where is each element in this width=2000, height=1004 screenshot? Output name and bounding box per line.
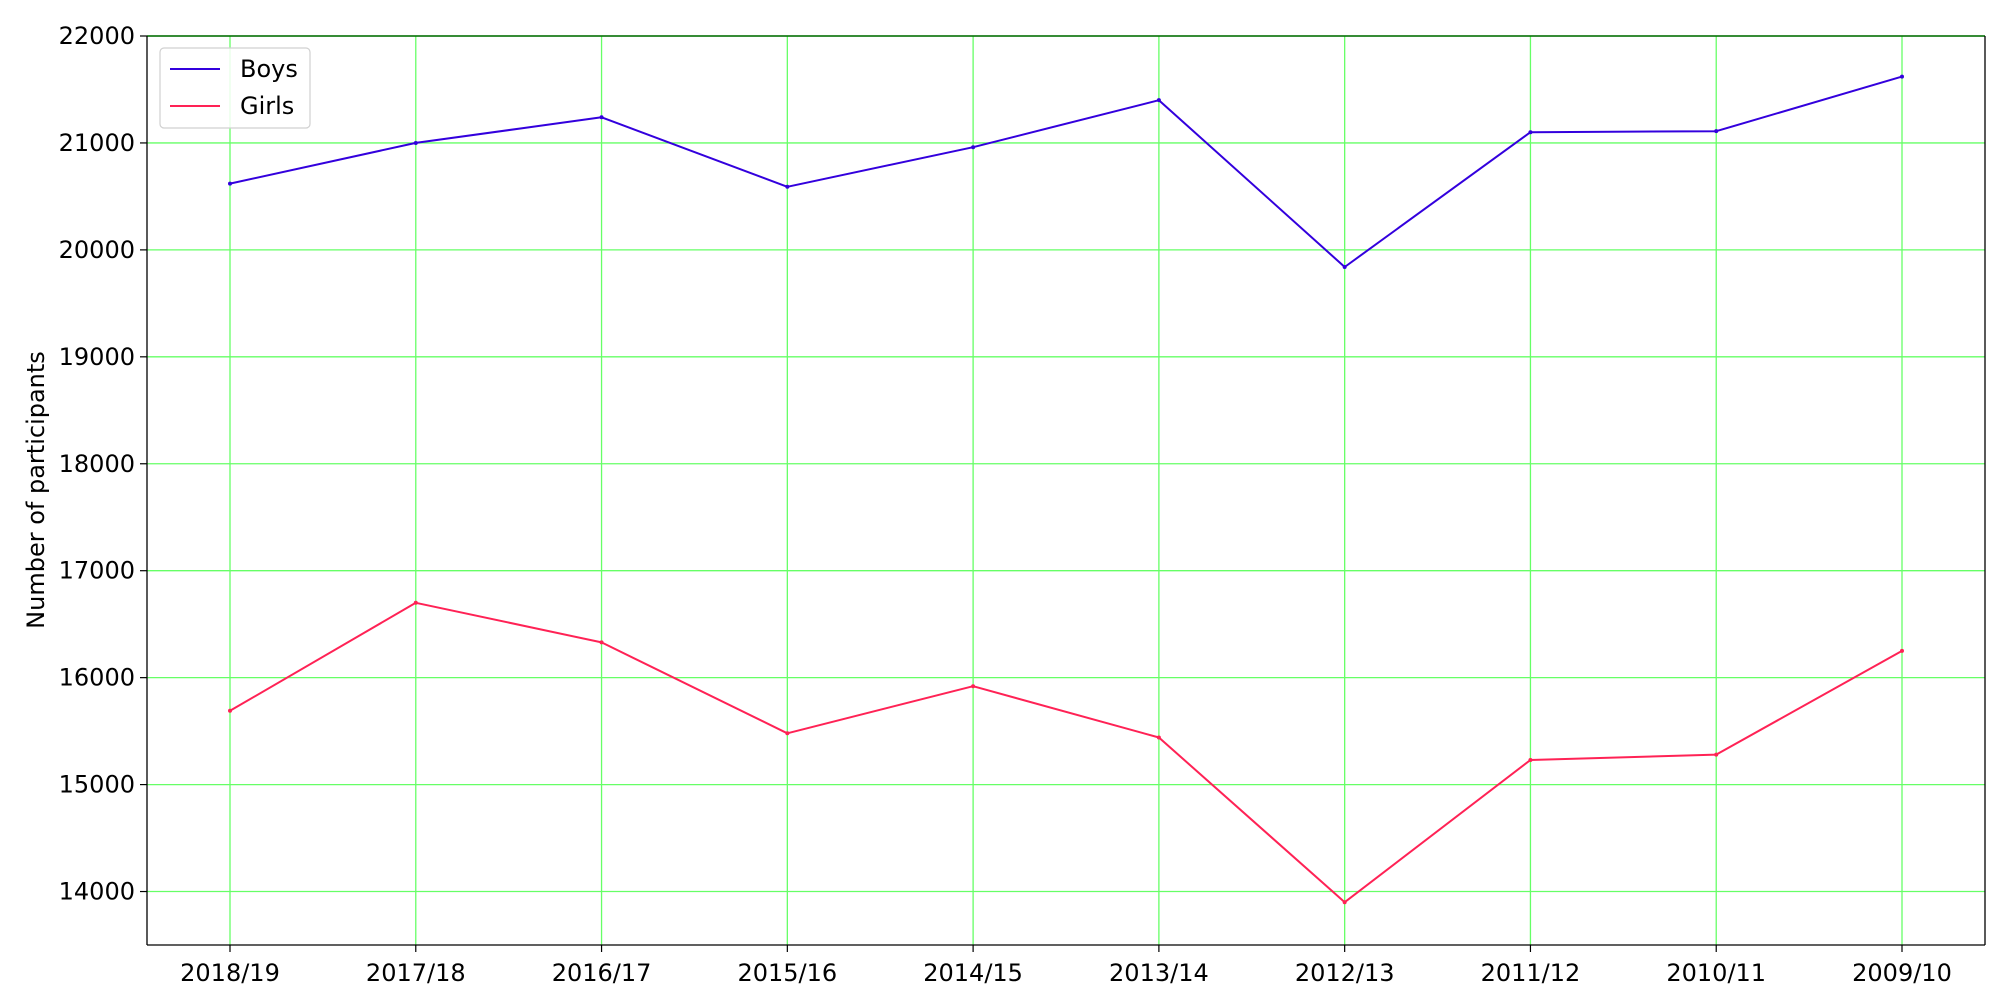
data-point-girls [1528, 757, 1533, 762]
x-tick-label: 2009/10 [1852, 959, 1952, 987]
y-tick-label: 21000 [59, 129, 135, 157]
series-line-boys [229, 75, 1903, 268]
data-point-girls [1714, 752, 1719, 757]
x-tick-label: 2015/16 [737, 959, 837, 987]
x-tick-label: 2011/12 [1481, 959, 1581, 987]
x-tick-label: 2010/11 [1666, 959, 1766, 987]
ticks-layer: 2018/19 2017/18 2016/17 2015/16 2014/15 2013/… [59, 22, 1952, 987]
series-layer [228, 74, 1904, 905]
data-point-boys [1156, 98, 1161, 103]
y-tick-label: 22000 [59, 22, 135, 50]
y-tick-label: 16000 [59, 664, 135, 692]
x-tick-label: 2013/14 [1109, 959, 1209, 987]
y-tick-label: 19000 [59, 343, 135, 371]
axes-layer [146, 35, 1986, 946]
data-point-boys [413, 140, 418, 145]
data-point-boys [1528, 130, 1533, 135]
y-tick-label: 20000 [59, 236, 135, 264]
legend: Boys Girls [159, 47, 311, 129]
data-point-boys [1900, 74, 1904, 79]
y-tick-label: 18000 [59, 450, 135, 478]
data-point-girls [785, 731, 790, 736]
data-point-boys [785, 184, 790, 189]
data-point-girls [228, 708, 232, 713]
x-tick-label: 2016/17 [552, 959, 652, 987]
data-point-boys [1342, 264, 1347, 269]
data-point-boys [228, 181, 232, 186]
data-point-boys [599, 115, 604, 120]
y-tick-label: 15000 [59, 771, 135, 799]
y-tick-label: 17000 [59, 557, 135, 585]
data-point-girls [971, 684, 976, 689]
y-axis-label: Number of participants [22, 351, 50, 629]
grid-layer [147, 35, 1985, 945]
data-point-girls [599, 640, 604, 645]
series-line-girls [229, 601, 1903, 904]
x-tick-label: 2017/18 [366, 959, 466, 987]
data-point-girls [1342, 900, 1347, 905]
x-tick-label: 2018/19 [180, 959, 280, 987]
x-tick-label: 2014/15 [923, 959, 1023, 987]
data-point-boys [1714, 129, 1719, 134]
data-point-girls [413, 600, 418, 605]
y-tick-label: 14000 [59, 878, 135, 906]
legend-label-girls: Girls [240, 92, 294, 120]
data-point-boys [971, 145, 976, 150]
x-tick-label: 2012/13 [1295, 959, 1395, 987]
legend-label-boys: Boys [240, 55, 298, 83]
data-point-girls [1156, 735, 1161, 740]
data-point-girls [1900, 648, 1904, 653]
